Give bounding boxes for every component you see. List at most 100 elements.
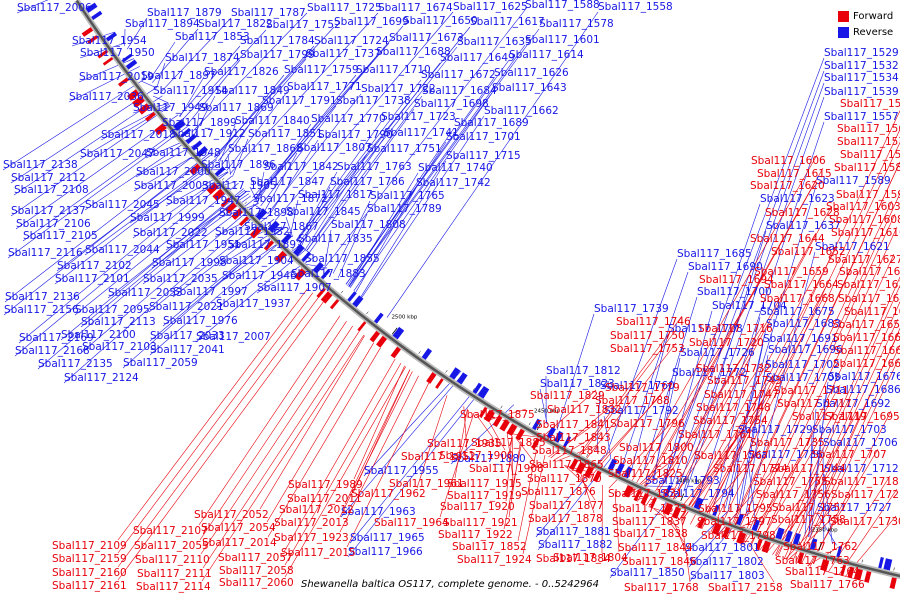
- forward-gene-label: Sbal117_1565: [837, 123, 900, 135]
- reverse-gene-label: Sbal117_1842: [264, 161, 339, 173]
- forward-leader-line: [637, 167, 824, 502]
- reverse-leader-line: [360, 160, 447, 297]
- forward-gene-label: Sbal117_2160: [52, 567, 127, 579]
- forward-gene: [649, 497, 658, 509]
- reverse-gene-label: Sbal117_2102: [57, 260, 132, 272]
- reverse-gene: [563, 435, 572, 448]
- forward-gene: [499, 419, 510, 432]
- reverse-leader-line: [642, 296, 698, 474]
- forward-gene-label: Sbal117_1921: [443, 517, 518, 529]
- reverse-leader-line: [823, 473, 833, 545]
- scale-minor-tick: [615, 468, 618, 472]
- reverse-leader-line: [808, 434, 813, 538]
- scale-tick-label: 2500 kbp: [391, 314, 417, 320]
- reverse-leader-line: [182, 29, 267, 121]
- reverse-gene-label: Sbal117_1823: [540, 378, 615, 390]
- forward-gene-label: Sbal117_2158: [708, 582, 783, 594]
- reverse-leader-line: [229, 12, 379, 175]
- forward-gene: [212, 188, 225, 201]
- forward-leader-line: [284, 362, 402, 566]
- reverse-leader-line: [162, 227, 283, 327]
- forward-gene-label: Sbal117_1652: [771, 246, 846, 258]
- forward-leader-line: [698, 292, 827, 528]
- reverse-gene-label: Sbal117_1882: [538, 539, 613, 551]
- forward-leader-line: [475, 413, 494, 439]
- reverse-gene-label: Sbal117_1539: [824, 86, 899, 98]
- forward-gene: [483, 409, 495, 423]
- forward-leader-line: [661, 232, 817, 513]
- forward-leader-line: [284, 366, 407, 578]
- reverse-gene-label: Sbal117_1963: [341, 506, 416, 518]
- scale-minor-tick: [315, 269, 319, 272]
- reverse-gene-label: Sbal117_1950: [80, 47, 155, 59]
- reverse-leader-line: [337, 213, 368, 278]
- forward-leader-line: [117, 292, 314, 554]
- reverse-gene: [373, 312, 384, 324]
- scale-tick-label: 2400 kbp: [676, 479, 702, 485]
- forward-gene-label: Sbal117_1797: [697, 516, 772, 528]
- reverse-gene: [121, 53, 133, 63]
- forward-gene-label: Sbal117_1877: [529, 500, 604, 512]
- reverse-leader-line: [84, 135, 196, 211]
- forward-leader-line: [199, 320, 347, 541]
- reverse-gene-label: Sbal117_1914: [153, 85, 228, 97]
- forward-leader-line: [663, 362, 763, 514]
- scale-minor-tick: [528, 422, 531, 426]
- reverse-gene-label: Sbal117_1912: [171, 128, 246, 140]
- forward-leader-line: [614, 491, 620, 553]
- reverse-gene: [664, 484, 672, 497]
- reverse-leader-line: [3, 152, 211, 316]
- reverse-gene-label: Sbal117_1529: [824, 47, 899, 59]
- reverse-gene-label: Sbal117_1855: [305, 253, 380, 265]
- reverse-gene-label: Sbal117_1626: [494, 67, 569, 79]
- reverse-leader-line: [275, 11, 454, 221]
- reverse-leader-line: [257, 171, 265, 203]
- reverse-leader-line: [126, 17, 148, 50]
- forward-gene-label: Sbal117_1581: [834, 162, 900, 174]
- reverse-gene: [623, 466, 633, 479]
- forward-leader-line: [580, 474, 595, 514]
- forward-leader-line: [463, 406, 468, 452]
- scale-minor-tick: [137, 77, 140, 80]
- reverse-gene-label: Sbal117_1673: [389, 32, 464, 44]
- forward-gene-label: Sbal117_1831: [608, 488, 683, 500]
- forward-gene: [479, 406, 488, 418]
- reverse-gene-label: Sbal117_1710: [356, 64, 431, 76]
- forward-gene-label: Sbal117_1825: [608, 468, 683, 480]
- reverse-leader-line: [605, 258, 678, 456]
- forward-gene-label: Sbal117_1627: [828, 254, 900, 266]
- scale-minor-tick: [366, 311, 369, 315]
- forward-gene-label: Sbal117_1961: [389, 478, 464, 490]
- forward-gene: [320, 291, 333, 304]
- scale-minor-tick: [705, 508, 708, 512]
- legend-item-reverse: Reverse: [838, 24, 898, 40]
- legend-item-forward: Forward: [838, 8, 898, 24]
- reverse-gene-label: Sbal117_1601: [525, 34, 600, 46]
- forward-leader-line: [439, 412, 475, 518]
- forward-gene-label: Sbal117_1660: [833, 332, 900, 344]
- reverse-gene-label: Sbal117_1729: [738, 424, 813, 436]
- reverse-gene: [883, 558, 893, 571]
- reverse-leader-line: [63, 208, 264, 384]
- reverse-leader-line: [386, 11, 599, 318]
- reverse-leader-line: [295, 121, 382, 241]
- reverse-gene-label: Sbal117_1789: [367, 203, 442, 215]
- reverse-leader-line: [226, 91, 288, 171]
- reverse-gene: [85, 2, 98, 13]
- forward-leader-line: [503, 441, 523, 530]
- reverse-leader-line: [297, 171, 338, 242]
- forward-leader-line: [681, 388, 771, 522]
- forward-gene: [145, 111, 156, 122]
- reverse-leader-line: [7, 126, 188, 259]
- reverse-gene: [180, 127, 192, 138]
- forward-gene: [239, 216, 250, 227]
- forward-gene-label: Sbal117_2054: [201, 522, 276, 534]
- reverse-gene-label: Sbal117_1867: [244, 221, 319, 233]
- reverse-gene: [91, 10, 103, 21]
- forward-leader-line: [517, 450, 537, 542]
- map-caption: Shewanella baltica OS117, complete genom…: [300, 579, 600, 590]
- forward-gene-label: Sbal117_1838: [613, 528, 688, 540]
- reverse-leader-line: [215, 244, 302, 310]
- reverse-gene-label: Sbal117_1947: [166, 195, 241, 207]
- reverse-leader-line: [252, 25, 404, 198]
